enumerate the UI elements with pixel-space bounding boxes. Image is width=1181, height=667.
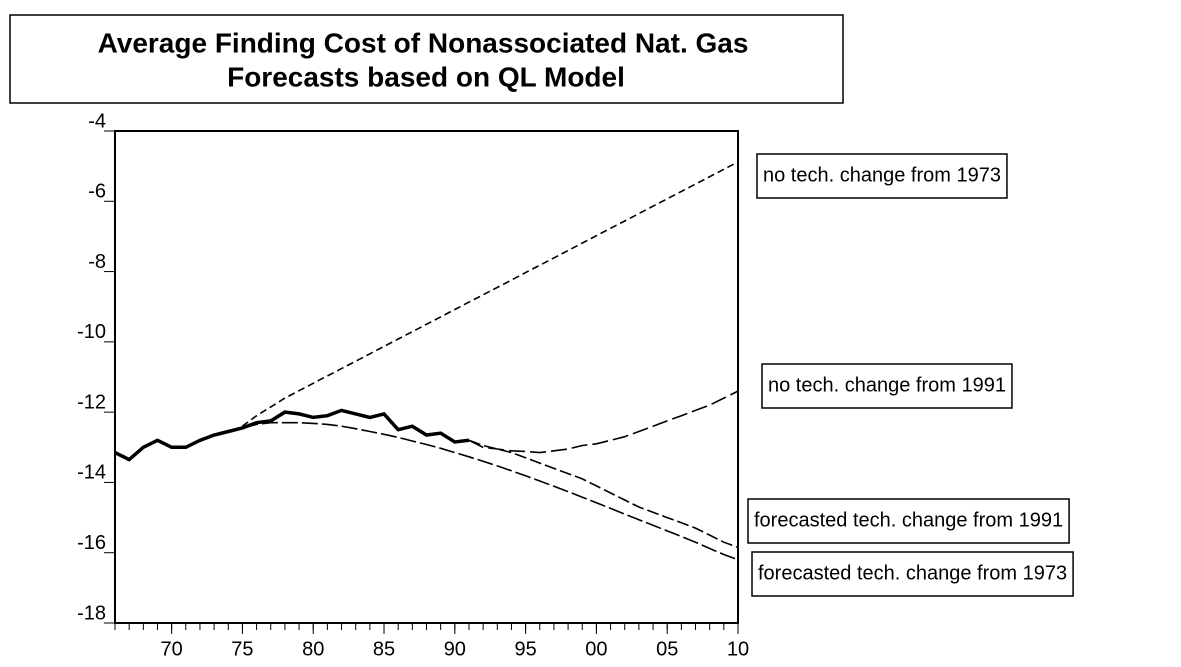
series-label: no tech. change from 1991 (768, 374, 1006, 396)
x-tick-label: 10 (727, 638, 749, 660)
chart-title: Average Finding Cost of Nonassociated Na… (98, 27, 749, 58)
x-tick-label: 70 (161, 638, 183, 660)
y-tick-label: -18 (77, 602, 106, 624)
chart-subtitle: Forecasts based on QL Model (227, 61, 625, 92)
series-line (114, 408, 470, 462)
x-tick-label: 80 (302, 638, 324, 660)
y-tick-label: -12 (77, 391, 106, 413)
x-tick-label: 90 (444, 638, 466, 660)
plot-frame (114, 130, 739, 624)
y-tick-label: -10 (77, 321, 106, 343)
series-label: forecasted tech. change from 1973 (758, 562, 1067, 584)
series-label-box (747, 498, 1070, 544)
series-line (241, 161, 739, 427)
series-label: forecasted tech. change from 1991 (754, 509, 1063, 531)
series-line (468, 390, 739, 454)
series-label: no tech. change from 1973 (763, 164, 1001, 186)
x-tick-label: 95 (514, 638, 536, 660)
series-line (468, 439, 739, 549)
x-tick-label: 05 (656, 638, 678, 660)
series-line (242, 421, 739, 561)
series-label-box (751, 551, 1074, 597)
series-label-box (756, 153, 1008, 199)
y-tick-label: -8 (88, 251, 106, 273)
x-tick-label: 00 (585, 638, 607, 660)
y-tick-label: -6 (88, 181, 106, 203)
title-box (9, 14, 844, 104)
y-tick-label: -14 (77, 462, 106, 484)
y-tick-label: -16 (77, 532, 106, 554)
y-tick-label: -4 (88, 110, 106, 132)
x-tick-label: 75 (231, 638, 253, 660)
series-label-box (761, 363, 1013, 409)
x-tick-label: 85 (373, 638, 395, 660)
